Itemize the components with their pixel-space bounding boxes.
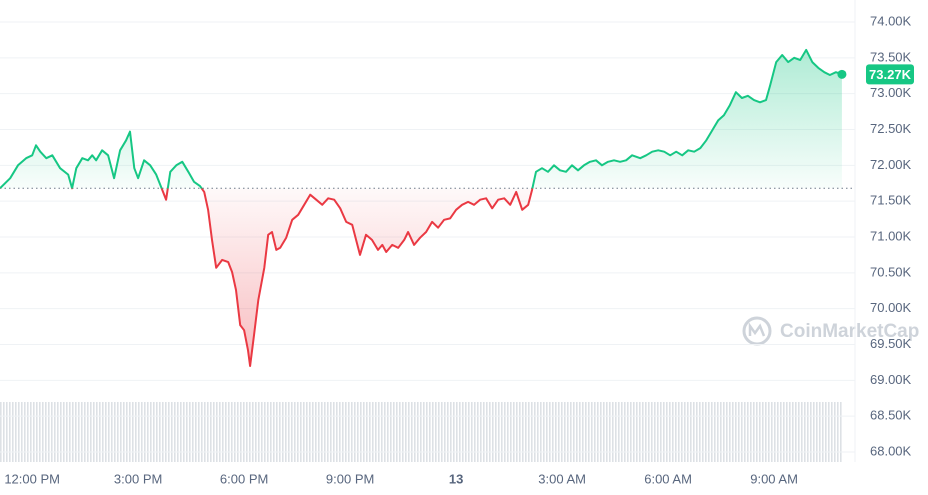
- price-line: [0, 48, 843, 367]
- y-tick-label: 71.50K: [870, 193, 912, 208]
- watermark-text: CoinMarketCap: [780, 321, 919, 342]
- y-tick-label: 74.00K: [870, 13, 912, 28]
- y-tick-label: 72.00K: [870, 157, 912, 172]
- y-tick-label: 69.00K: [870, 372, 912, 387]
- y-tick-label: 68.50K: [870, 408, 912, 423]
- y-tick-label: 73.50K: [870, 49, 912, 64]
- y-tick-label: 68.00K: [870, 443, 912, 458]
- x-tick-label: 12:00 PM: [4, 471, 60, 486]
- x-tick-label: 3:00 PM: [114, 471, 162, 486]
- x-tick-label: 3:00 AM: [538, 471, 586, 486]
- x-tick-label: 6:00 AM: [644, 471, 692, 486]
- last-price-badge: [866, 64, 914, 85]
- x-tick-label: 6:00 PM: [220, 471, 268, 486]
- y-tick-label: 73.00K: [870, 85, 912, 100]
- y-tick-label: 72.50K: [870, 121, 912, 136]
- y-tick-label: 69.50K: [870, 336, 912, 351]
- last-price-label: 73.27K: [869, 67, 912, 82]
- y-tick-label: 70.50K: [870, 264, 912, 279]
- x-tick-label: 9:00 PM: [326, 471, 374, 486]
- y-tick-label: 70.00K: [870, 300, 912, 315]
- volume-band: [0, 402, 843, 462]
- x-tick-label: 13: [449, 471, 463, 486]
- y-tick-label: 71.00K: [870, 228, 912, 243]
- last-point: [837, 69, 847, 79]
- x-tick-label: 9:00 AM: [750, 471, 798, 486]
